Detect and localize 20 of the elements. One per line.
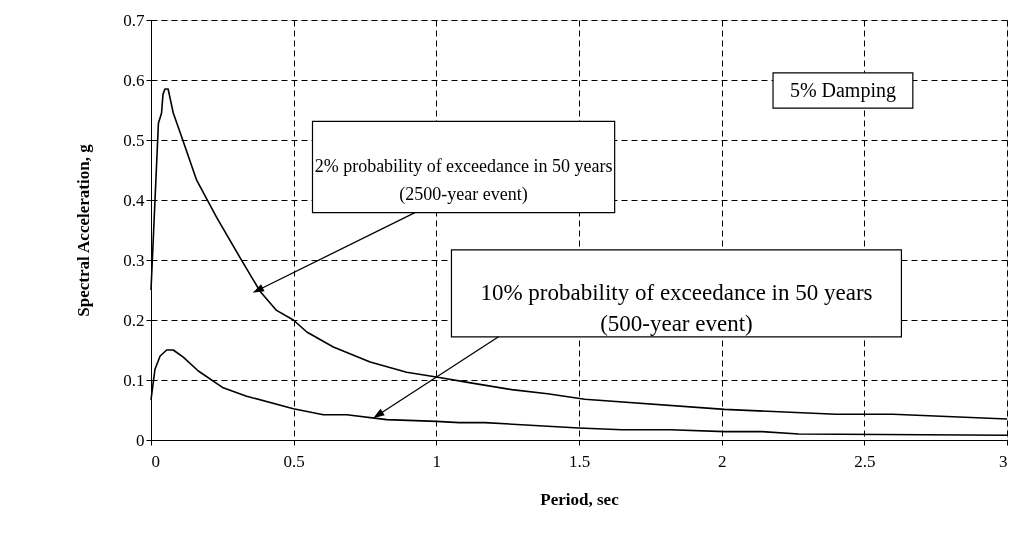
x-tick-label: 1 bbox=[432, 451, 442, 471]
annotation: 2% probability of exceedance in 50 years (2500-year event) bbox=[314, 156, 613, 205]
y-tick-label: 0.5 bbox=[123, 130, 145, 150]
y-axis-title: Spectral Acceleration, g bbox=[74, 143, 94, 317]
x-tick-label: 1.5 bbox=[568, 451, 591, 471]
annotation: 10% probability of exceedance in 50 years (500-year event) bbox=[480, 280, 873, 337]
x-tick-label: 3 bbox=[999, 451, 1008, 471]
x-tick-label: 2 bbox=[717, 451, 727, 471]
y-tick-label: 0.2 bbox=[123, 310, 145, 330]
y-tick-label: 0.6 bbox=[123, 70, 145, 90]
x-axis-title: Period, sec bbox=[540, 489, 620, 509]
y-tick-label: 0 bbox=[136, 430, 145, 450]
y-tick-label: 0.7 bbox=[123, 10, 145, 30]
x-tick-label: 2.5 bbox=[854, 451, 876, 471]
x-tick-label: 0 bbox=[151, 451, 160, 471]
y-tick-label: 0.3 bbox=[123, 250, 145, 270]
y-tick-label: 0.1 bbox=[123, 370, 145, 390]
annotation: 5% Damping bbox=[789, 78, 896, 102]
y-tick-label: 0.4 bbox=[123, 190, 145, 210]
x-tick-label: 0.5 bbox=[283, 451, 305, 471]
